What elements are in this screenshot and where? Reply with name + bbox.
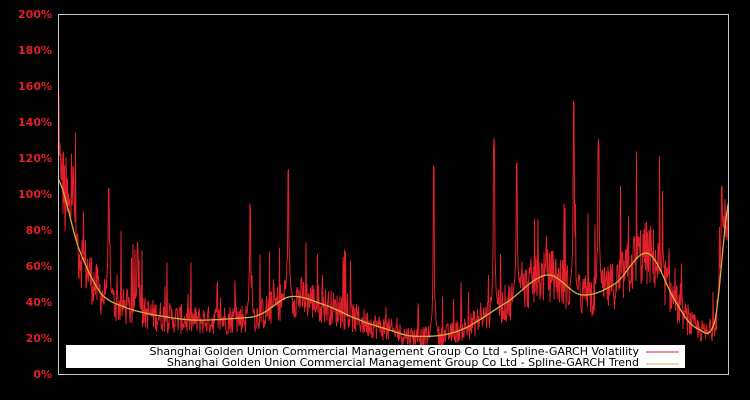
y-tick-label: 180% [18, 44, 52, 57]
legend-label-trend: Shanghai Golden Union Commercial Managem… [167, 356, 639, 369]
plot-area [57, 85, 730, 347]
y-tick-label: 160% [18, 80, 52, 93]
legend-box [66, 345, 685, 368]
y-axis-ticks: 0% 20% 40% 60% 80% 100% 120% 140% 160% 180% 200% [18, 8, 52, 381]
plot-frame [58, 14, 729, 375]
y-tick-label: 20% [26, 332, 52, 345]
trend-series-line [57, 179, 730, 338]
y-tick-label: 120% [18, 152, 52, 165]
y-tick-label: 40% [26, 296, 52, 309]
y-tick-label: 100% [18, 188, 52, 201]
y-tick-label: 80% [26, 224, 52, 237]
volatility-series-line [58, 85, 729, 347]
y-tick-label: 60% [26, 260, 52, 273]
legend: Shanghai Golden Union Commercial Managem… [66, 345, 685, 369]
y-tick-label: 0% [33, 368, 52, 381]
y-tick-label: 200% [18, 8, 52, 21]
legend-label-volatility: Shanghai Golden Union Commercial Managem… [149, 345, 639, 358]
y-tick-label: 140% [18, 116, 52, 129]
